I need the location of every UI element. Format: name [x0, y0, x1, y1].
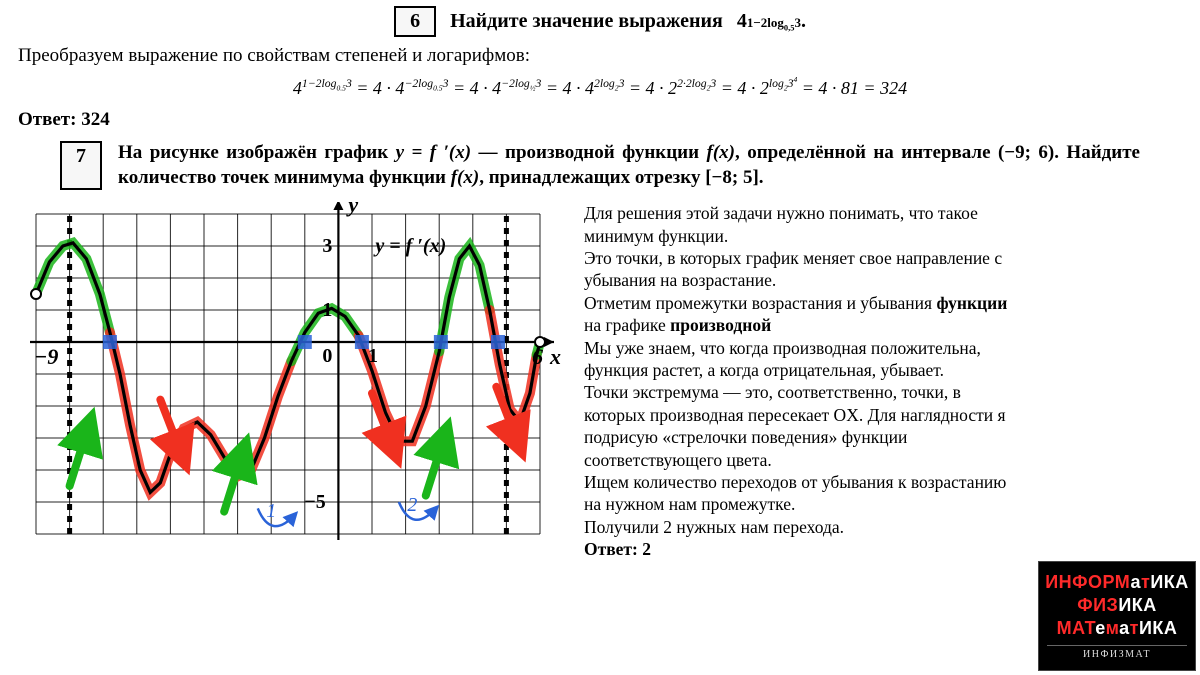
explain-p1: Для решения этой задачи нужно понимать, … [584, 202, 1022, 247]
problem-7-number: 7 [60, 141, 102, 190]
explain-answer: Ответ: 2 [584, 538, 1022, 560]
problem-6-header: 6 Найдите значение выражения 41−2log0,53… [0, 0, 1200, 39]
svg-text:1: 1 [266, 500, 276, 522]
problem-6-number: 6 [394, 6, 436, 37]
lower-section: 1 2 −9 6 0 1 1 3 −5 y x y = f ′(x) Для решения этой… [0, 196, 1200, 560]
svg-text:1: 1 [368, 345, 378, 367]
explain-p6: Ищем количество переходов от убывания к … [584, 471, 1022, 516]
problem-6-prompt: Найдите значение выражения [450, 10, 723, 33]
explain-p5: Точки экстремума — это, соответственно, … [584, 381, 1022, 471]
logo-line-2: ФИЗИКА [1077, 595, 1157, 616]
svg-text:y = f ′(x): y = f ′(x) [373, 235, 446, 257]
svg-text:6: 6 [532, 344, 543, 369]
svg-text:1: 1 [322, 299, 332, 321]
explanation-text: Для решения этой задачи нужно понимать, … [584, 202, 1192, 560]
explain-p3: Отметим промежутки возрастания и убывани… [584, 292, 1022, 337]
svg-text:−5: −5 [304, 491, 325, 513]
logo-line-1: ИНФОРМатИКА [1045, 572, 1189, 593]
logo-sub: ИНФИЗМАТ [1047, 645, 1187, 660]
svg-text:−9: −9 [34, 344, 58, 369]
solution-6-answer: Ответ: 324 [0, 105, 1200, 135]
logo-line-3: МАТематИКА [1057, 618, 1178, 639]
problem-6-expression: 41−2log0,53. [737, 10, 806, 33]
problem-7-text: На рисунке изображён график y = f ′(x) —… [118, 141, 1140, 190]
svg-text:x: x [549, 344, 561, 369]
solution-6-intro: Преобразуем выражение по свойствам степе… [0, 39, 1200, 69]
solution-6-chain: 41−2log0.53 = 4 · 4−2log0.53 = 4 · 4−2lo… [0, 69, 1200, 105]
infizmat-logo: ИНФОРМатИКА ФИЗИКА МАТематИКА ИНФИЗМАТ [1038, 561, 1196, 671]
explain-p2: Это точки, в которых график меняет свое … [584, 247, 1022, 292]
svg-text:3: 3 [322, 235, 332, 257]
derivative-chart: 1 2 −9 6 0 1 1 3 −5 y x y = f ′(x) [8, 202, 568, 552]
svg-text:2: 2 [407, 494, 417, 516]
svg-text:y: y [345, 202, 358, 217]
explain-p7: Получили 2 нужных нам перехода. [584, 516, 1022, 538]
problem-7-header: 7 На рисунке изображён график y = f ′(x)… [0, 135, 1200, 196]
explain-p4: Мы уже знаем, что когда производная поло… [584, 337, 1022, 382]
svg-text:0: 0 [322, 345, 332, 367]
